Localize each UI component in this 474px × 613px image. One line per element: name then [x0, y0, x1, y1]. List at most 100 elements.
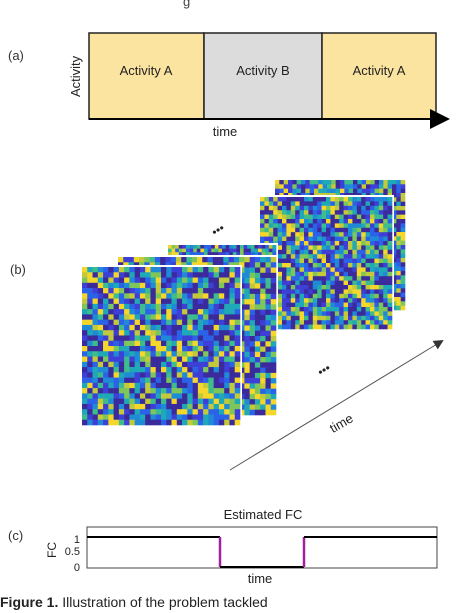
fc-matrix-cell — [343, 254, 349, 259]
fc-matrix-cell — [218, 356, 225, 363]
fc-matrix-cell — [224, 314, 230, 320]
fc-matrix-cell — [343, 267, 349, 273]
fc-matrix-cell — [290, 232, 296, 237]
fc-matrix-cell — [374, 219, 380, 224]
fc-matrix-cell — [387, 227, 393, 233]
fc-matrix-cell — [290, 311, 296, 317]
fc-matrix-cell — [186, 252, 190, 257]
fc-matrix-cell — [182, 388, 188, 394]
fc-matrix-cell — [213, 351, 220, 357]
fc-matrix-cell — [97, 303, 104, 310]
fc-matrix-cell — [312, 210, 318, 215]
fc-matrix-cell — [103, 309, 109, 315]
fc-matrix-cell — [118, 409, 125, 415]
fc-matrix-cell — [145, 372, 151, 378]
fc-matrix-cell — [244, 388, 250, 395]
fc-matrix-cell — [330, 249, 336, 255]
fc-matrix-cell — [260, 367, 266, 374]
estimated-fc-plot: Estimated FC 1 0.5 0 FC time — [45, 507, 438, 585]
fc-matrix-cell — [212, 257, 219, 263]
fc-matrix-cell — [213, 277, 220, 284]
fc-matrix-cell — [139, 351, 146, 357]
fc-matrix-cell — [268, 210, 274, 215]
fc-matrix-cell — [374, 263, 380, 268]
fc-matrix-cell — [244, 409, 250, 416]
fc-matrix-cell — [103, 372, 109, 378]
fc-matrix-cell — [196, 252, 201, 257]
fc-matrix-cell — [103, 340, 109, 347]
fc-matrix-cell — [344, 188, 349, 194]
fc-matrix-cell — [260, 197, 265, 202]
fc-matrix-cell — [161, 272, 167, 278]
fc-matrix-cell — [254, 288, 261, 295]
fc-matrix-cell — [299, 210, 305, 215]
fc-matrix-cell — [234, 351, 241, 357]
fc-matrix-cell — [308, 227, 314, 233]
fc-matrix-cell — [348, 245, 353, 251]
fc-matrix-cell — [224, 403, 230, 410]
fc-matrix-cell — [326, 236, 331, 242]
fc-matrix-cell — [155, 309, 162, 315]
fc-matrix-cell — [82, 267, 88, 273]
fc-matrix-cell — [129, 277, 135, 284]
fc-matrix-cell — [260, 351, 266, 358]
fc-matrix-cell — [343, 271, 349, 277]
fc-matrix-cell — [134, 351, 141, 357]
fc-matrix-cell — [254, 378, 261, 384]
fc-matrix-cell — [295, 320, 300, 325]
fc-matrix-cell — [392, 301, 397, 306]
fc-matrix-cell — [145, 351, 151, 357]
fc-matrix-cell — [139, 356, 146, 363]
fc-matrix-cell — [203, 346, 209, 352]
fc-matrix-cell — [155, 314, 162, 320]
fc-matrix-cell — [244, 378, 250, 384]
fc-matrix-cell — [378, 197, 384, 202]
fc-matrix-cell — [370, 236, 375, 242]
fc-matrix-cell — [166, 282, 172, 289]
fc-matrix-cell — [244, 309, 250, 316]
fc-matrix-cell — [288, 184, 293, 189]
fc-matrix-cell — [155, 346, 162, 352]
fc-matrix-cell — [192, 356, 199, 363]
fc-matrix-cell — [326, 293, 331, 299]
fc-matrix-cell — [327, 184, 332, 189]
fc-matrix-cell — [260, 201, 265, 207]
fc-matrix-cell — [124, 319, 130, 326]
fc-matrix-cell — [260, 283, 266, 289]
fc-matrix-cell — [124, 335, 130, 342]
fc-matrix-cell — [277, 263, 283, 268]
fc-matrix-cell — [330, 258, 336, 264]
fc-matrix-cell — [282, 197, 287, 202]
fc-matrix-cell — [270, 388, 277, 395]
fc-matrix-cell — [82, 340, 88, 347]
fc-matrix-cell — [343, 227, 349, 233]
fc-matrix-cell — [150, 282, 157, 289]
fc-matrix-cell — [295, 263, 300, 268]
fc-matrix-cell — [166, 277, 172, 284]
fc-matrix-cell — [254, 272, 261, 279]
fc-matrix-cell — [326, 311, 331, 317]
fc-matrix-cell — [197, 319, 204, 326]
fc-matrix-cell — [203, 340, 209, 347]
fc-matrix-cell — [330, 219, 336, 224]
fc-matrix-cell — [352, 205, 358, 211]
fc-matrix-cell — [334, 210, 340, 215]
fc-matrix-cell — [264, 223, 270, 229]
fc-ytick-0: 0 — [74, 562, 80, 574]
fc-matrix-cell — [326, 197, 331, 202]
fc-matrix-cell — [234, 298, 241, 305]
fc-matrix-cell — [118, 298, 125, 305]
fc-matrix-cell — [270, 362, 277, 368]
fc-matrix-cell — [150, 414, 157, 421]
fc-matrix-cell — [113, 419, 120, 426]
fc-matrix-cell — [339, 258, 344, 264]
fc-matrix-cell — [192, 314, 199, 320]
fc-matrix-cell — [326, 289, 331, 295]
fc-matrix-cell — [229, 382, 236, 389]
fc-matrix-cell — [197, 414, 204, 421]
fc-matrix-cell — [286, 214, 292, 220]
fc-matrix-cell — [383, 236, 388, 242]
fc-matrix-cell — [396, 258, 401, 263]
fc-matrix-cell — [103, 293, 109, 299]
fc-matrix-cell — [213, 346, 220, 352]
